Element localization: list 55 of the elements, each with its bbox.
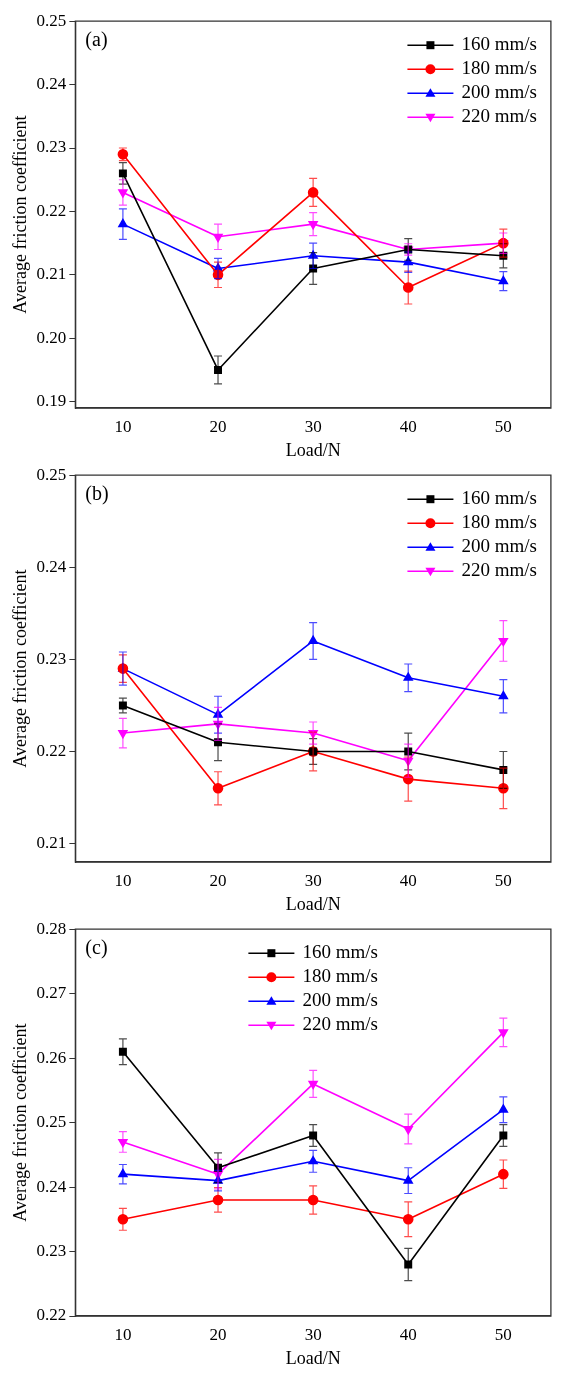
y-tick-label: 0.23 (36, 137, 67, 157)
x-tick-label: 30 (304, 870, 322, 890)
y-axis-title: Average friction coefficient (9, 115, 30, 314)
legend-label: 220 mm/s (302, 1013, 378, 1035)
x-tick-label: 50 (494, 416, 512, 436)
y-tick-label: 0.22 (36, 1305, 67, 1325)
y-tick-label: 0.22 (36, 200, 67, 220)
x-tick-label: 40 (399, 870, 417, 890)
annotation: (b) (85, 482, 109, 506)
x-axis-title: Load/N (285, 893, 341, 914)
y-tick-label: 0.24 (36, 74, 67, 94)
y-tick-label: 0.22 (36, 740, 67, 760)
y-tick-label: 0.28 (36, 918, 67, 938)
legend-label: 180 mm/s (302, 965, 378, 987)
x-tick-label: 30 (304, 1324, 322, 1344)
x-tick-label: 20 (209, 1324, 227, 1344)
legend-label: 160 mm/s (461, 33, 537, 55)
y-tick-label: 0.23 (36, 648, 67, 668)
x-tick-label: 50 (494, 870, 512, 890)
x-axis-title: Load/N (285, 439, 341, 460)
legend-label: 200 mm/s (302, 989, 378, 1011)
y-tick-label: 0.25 (36, 10, 67, 30)
legend-label: 160 mm/s (461, 487, 537, 509)
x-tick-label: 50 (494, 1324, 512, 1344)
x-tick-label: 40 (399, 1324, 417, 1344)
y-axis-title: Average friction coefficient (9, 1023, 30, 1222)
legend-label: 160 mm/s (302, 941, 378, 963)
legend-label: 220 mm/s (461, 105, 537, 127)
y-tick-label: 0.25 (36, 1112, 67, 1132)
y-tick-label: 0.25 (36, 464, 67, 484)
legend-label: 180 mm/s (461, 511, 537, 533)
annotation: (c) (85, 936, 108, 960)
x-tick-label: 20 (209, 870, 227, 890)
x-tick-label: 20 (209, 416, 227, 436)
legend-label: 200 mm/s (461, 81, 537, 103)
x-tick-label: 30 (304, 416, 322, 436)
x-tick-label: 40 (399, 416, 417, 436)
y-tick-label: 0.24 (36, 1176, 67, 1196)
y-tick-label: 0.21 (36, 833, 67, 853)
y-tick-label: 0.19 (36, 391, 67, 411)
y-tick-label: 0.20 (36, 327, 67, 347)
y-tick-label: 0.27 (36, 983, 67, 1003)
x-tick-label: 10 (114, 1324, 132, 1344)
annotation: (a) (85, 28, 108, 52)
legend-label: 220 mm/s (461, 559, 537, 581)
legend-label: 200 mm/s (461, 535, 537, 557)
x-tick-label: 10 (114, 870, 132, 890)
y-tick-label: 0.24 (36, 556, 67, 576)
legend-label: 180 mm/s (461, 57, 537, 79)
y-tick-label: 0.23 (36, 1241, 67, 1260)
x-tick-label: 10 (114, 416, 132, 436)
y-tick-label: 0.26 (36, 1047, 67, 1067)
x-axis-title: Load/N (285, 1347, 341, 1368)
y-tick-label: 0.21 (36, 264, 67, 284)
y-axis-title: Average friction coefficient (9, 569, 30, 768)
